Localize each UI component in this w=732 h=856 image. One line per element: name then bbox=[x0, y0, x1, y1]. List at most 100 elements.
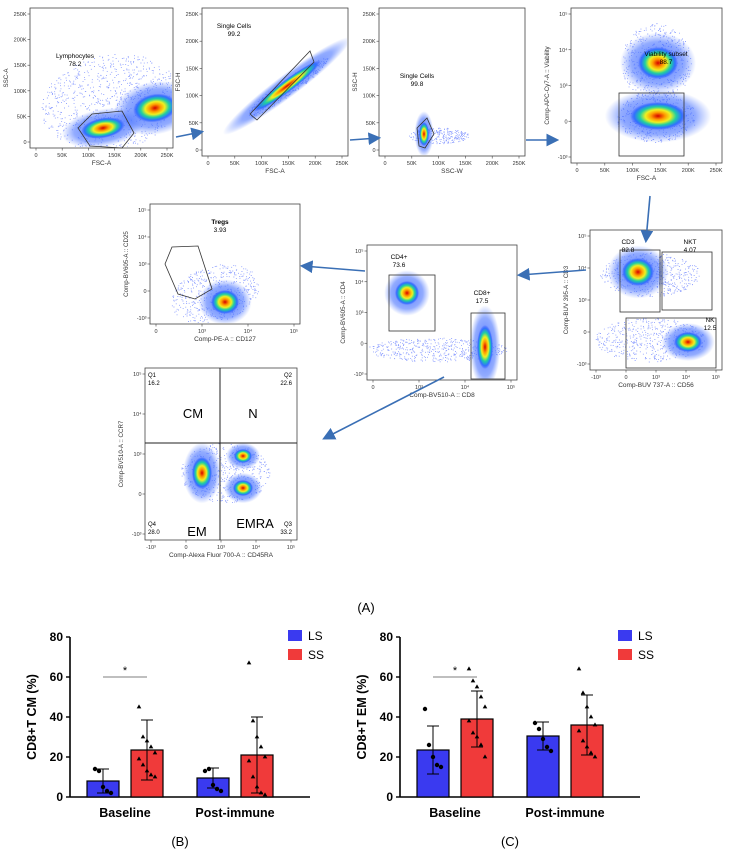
flow-plot-p1: SSC-A FSC-A 0 50K 100K 150K 200K 250K 250K 200K 15… bbox=[3, 7, 174, 167]
y-tick-label: 20 bbox=[50, 750, 64, 764]
y-axis-label: Comp-BV605-A :: CD25 bbox=[123, 231, 130, 297]
data-point bbox=[262, 792, 268, 797]
gate-nkt bbox=[661, 251, 713, 311]
arrow-4-7 bbox=[640, 195, 654, 244]
population-cd3 bbox=[622, 258, 654, 286]
plot-frame bbox=[378, 7, 526, 157]
flow-plots: SSC-A FSC-A 0 50K 100K 150K 200K 250K 250K 200K 15… bbox=[3, 7, 723, 559]
y-tick-label: 50K bbox=[17, 114, 27, 120]
data-point bbox=[478, 694, 484, 699]
x-axis-label: Comp-PE-A :: CD127 bbox=[194, 336, 256, 343]
gate-name: CD4+ bbox=[391, 254, 408, 261]
x-tick-label: -10³ bbox=[146, 545, 156, 551]
y-tick-label: 10⁴ bbox=[559, 47, 568, 54]
data-point bbox=[536, 726, 542, 732]
data-point bbox=[430, 754, 436, 760]
density bbox=[595, 245, 715, 363]
x-tick-label: 0 bbox=[34, 153, 37, 159]
x-tick-label: 10⁵ bbox=[287, 544, 295, 551]
x-tick-label: 0 bbox=[624, 375, 627, 381]
x-tick-label: 200K bbox=[486, 161, 499, 167]
quadrant-value: 22.6 bbox=[280, 381, 292, 387]
legend-swatch-ss bbox=[618, 649, 632, 660]
data-point bbox=[580, 738, 586, 743]
y-tick-label: 40 bbox=[50, 710, 64, 724]
data-point bbox=[144, 738, 150, 743]
x-axis-label: Comp-BV510-A :: CD8 bbox=[409, 392, 475, 399]
x-tick-label: 250K bbox=[161, 153, 174, 159]
x-tick-label: 0 bbox=[575, 168, 578, 174]
data-point bbox=[576, 666, 582, 671]
population-hot bbox=[133, 93, 172, 123]
data-point bbox=[152, 750, 158, 755]
quadrant-name: N bbox=[248, 406, 257, 421]
y-tick-label: 20 bbox=[380, 750, 394, 764]
legend-swatch-ls bbox=[618, 630, 632, 641]
y-tick-label: 80 bbox=[50, 630, 64, 644]
arrow-2-3 bbox=[349, 132, 382, 146]
y-axis-label: Comp-APC-Cy7-A :: Viability bbox=[544, 45, 551, 124]
x-tick-label: 50K bbox=[407, 161, 417, 167]
quadrant-value: 33.2 bbox=[280, 530, 292, 536]
x-tick-label: 10³ bbox=[415, 385, 423, 391]
y-tick-label: 100K bbox=[363, 94, 376, 100]
x-tick-label: 150K bbox=[108, 153, 121, 159]
data-point bbox=[580, 690, 586, 695]
y-tick-label: 0 bbox=[23, 140, 26, 146]
y-tick-label: 10⁴ bbox=[133, 411, 142, 418]
arrow-7-6 bbox=[516, 267, 587, 281]
data-point bbox=[470, 678, 476, 683]
data-point bbox=[246, 758, 252, 763]
quadrant-id: Q4 bbox=[148, 522, 157, 528]
y-tick-label: 100K bbox=[186, 94, 199, 100]
x-tick-label: 50K bbox=[57, 153, 67, 159]
population-q1q4 bbox=[192, 457, 212, 489]
y-tick-label: -10³ bbox=[137, 316, 147, 322]
y-tick-label: 200K bbox=[363, 39, 376, 45]
gate-value: 88.7 bbox=[660, 59, 673, 66]
x-tick-label: 50K bbox=[600, 168, 610, 174]
x-tick-label: 200K bbox=[682, 168, 695, 174]
y-tick-label: 10³ bbox=[139, 262, 147, 268]
x-category-label: Post-immune bbox=[525, 806, 604, 820]
y-tick-label: 0 bbox=[143, 289, 146, 295]
gate-value: 78.2 bbox=[69, 61, 82, 68]
y-tick-label: 10⁴ bbox=[355, 279, 364, 286]
y-tick-label: 150K bbox=[363, 66, 376, 72]
x-tick-label: 0 bbox=[371, 385, 374, 391]
density bbox=[604, 23, 712, 143]
y-axis-title: CD8+T EM (%) bbox=[355, 674, 369, 759]
data-point bbox=[140, 762, 146, 767]
y-tick-label: 10⁵ bbox=[138, 207, 146, 214]
data-point bbox=[548, 748, 554, 754]
y-tick-label: -10³ bbox=[558, 155, 568, 161]
arrow-6-8 bbox=[322, 376, 445, 440]
y-tick-label: -10³ bbox=[354, 372, 364, 378]
x-tick-label: 10³ bbox=[652, 375, 660, 381]
gate-polygon bbox=[249, 50, 315, 121]
gate-nk bbox=[625, 317, 717, 369]
y-tick-label: 60 bbox=[50, 670, 64, 684]
data-point bbox=[592, 754, 598, 759]
data-point bbox=[426, 742, 432, 748]
data-point bbox=[584, 744, 590, 749]
gate-name: Viability subset bbox=[644, 51, 687, 58]
data-point bbox=[100, 784, 106, 790]
x-tick-label: 0 bbox=[184, 545, 187, 551]
data-point bbox=[540, 736, 546, 742]
gate-name: CD8+ bbox=[474, 290, 491, 297]
flow-arrows bbox=[175, 127, 654, 440]
data-point bbox=[482, 704, 488, 709]
legend-label-ss: SS bbox=[308, 648, 324, 662]
y-tick-label: 50K bbox=[189, 121, 199, 127]
x-axis-label: Comp-BUV 737-A :: CD56 bbox=[618, 382, 694, 389]
y-tick-label: 10³ bbox=[560, 84, 568, 90]
y-tick-label: 50K bbox=[366, 121, 376, 127]
arrow-6-5 bbox=[299, 260, 366, 274]
quadrant-id: Q2 bbox=[284, 373, 293, 379]
y-axis-title: CD8+T CM (%) bbox=[25, 674, 39, 760]
data-point bbox=[544, 744, 550, 750]
x-tick-label: 0 bbox=[206, 161, 209, 167]
